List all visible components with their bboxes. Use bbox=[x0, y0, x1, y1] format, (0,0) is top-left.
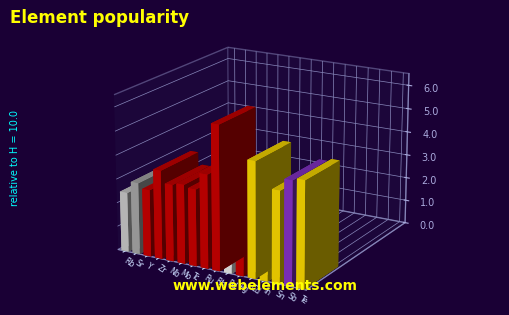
Text: Element popularity: Element popularity bbox=[10, 9, 189, 27]
Text: www.webelements.com: www.webelements.com bbox=[173, 279, 357, 293]
Text: relative to H = 10.0: relative to H = 10.0 bbox=[10, 110, 20, 205]
